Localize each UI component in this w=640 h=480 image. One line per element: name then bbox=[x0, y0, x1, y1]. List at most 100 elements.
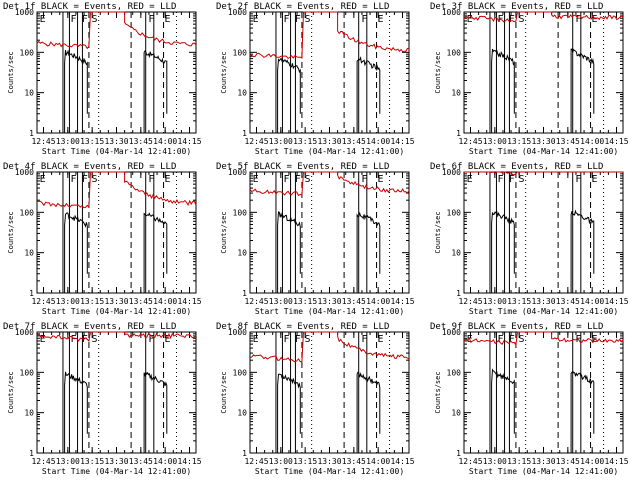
x-tick-label: 13:30 bbox=[317, 297, 341, 306]
x-tick-label: 12:45 bbox=[458, 297, 482, 306]
x-tick-label: 14:15 bbox=[604, 137, 628, 146]
lld-series-line bbox=[249, 331, 410, 363]
marker-label: S bbox=[519, 334, 525, 345]
lld-series-line bbox=[249, 171, 410, 197]
marker-label: S bbox=[92, 334, 98, 345]
x-tick-label: 13:15 bbox=[80, 137, 104, 146]
y-tick-label: 100 bbox=[233, 368, 248, 377]
events-series-line bbox=[356, 56, 381, 133]
x-axis-label: Start Time (04-Mar-14 12:41:00) bbox=[469, 147, 618, 156]
marker-label: F bbox=[361, 334, 367, 345]
y-tick-label: 100 bbox=[20, 208, 35, 217]
y-tick-label: 10 bbox=[451, 409, 461, 418]
panel-2: Det 2f BLACK = Events, RED = LLD 1 10 100 10… bbox=[216, 2, 415, 156]
x-tick-label: 13:30 bbox=[317, 137, 341, 146]
events-series-line bbox=[64, 212, 88, 293]
x-tick-label: 14:00 bbox=[580, 457, 604, 466]
y-tick-label: 100 bbox=[447, 208, 462, 217]
x-tick-label: 13:15 bbox=[80, 297, 104, 306]
y-tick-label: 1 bbox=[29, 129, 34, 138]
panel-7: Det 7f BLACK = Events, RED = LLD 1 10 100 10… bbox=[3, 322, 202, 476]
x-tick-label: 12:45 bbox=[31, 137, 55, 146]
x-tick-label: 13:15 bbox=[507, 297, 531, 306]
marker-label: F bbox=[283, 174, 289, 185]
x-tick-label: 13:45 bbox=[342, 297, 366, 306]
marker-label: E bbox=[592, 174, 598, 185]
x-tick-label: 13:15 bbox=[293, 297, 317, 306]
events-series-line bbox=[570, 48, 595, 133]
x-tick-label: 13:45 bbox=[556, 297, 580, 306]
lld-series-line bbox=[463, 331, 624, 347]
lld-series-line bbox=[36, 331, 197, 342]
y-tick-label: 1 bbox=[456, 289, 461, 298]
x-axis-label: Start Time (04-Mar-14 12:41:00) bbox=[255, 307, 404, 316]
panel-title: Det 2f BLACK = Events, RED = LLD bbox=[216, 2, 389, 12]
marker-label: F bbox=[82, 174, 88, 185]
events-series-line bbox=[277, 211, 301, 293]
marker-label: E bbox=[40, 334, 46, 345]
y-axis-label: Counts/sec bbox=[220, 51, 228, 93]
x-tick-label: 13:30 bbox=[317, 457, 341, 466]
plot-frame bbox=[463, 171, 624, 294]
x-tick-label: 13:00 bbox=[269, 297, 293, 306]
x-tick-label: 13:30 bbox=[531, 457, 555, 466]
panel-4: Det 4f BLACK = Events, RED = LLD 1 10 100 10… bbox=[3, 162, 202, 316]
y-axis-label: Counts/sec bbox=[7, 51, 15, 93]
x-tick-label: 12:45 bbox=[31, 457, 55, 466]
marker-label: S bbox=[519, 14, 525, 25]
y-tick-label: 1 bbox=[456, 449, 461, 458]
x-tick-label: 13:45 bbox=[342, 137, 366, 146]
y-tick-label: 1000 bbox=[15, 168, 34, 177]
plot-frame bbox=[36, 171, 197, 294]
y-tick-label: 1 bbox=[242, 289, 247, 298]
panel-8: Det 8f BLACK = Events, RED = LLD 1 10 100 10… bbox=[216, 322, 415, 476]
y-tick-label: 1000 bbox=[15, 328, 34, 337]
x-tick-label: 12:45 bbox=[31, 297, 55, 306]
x-tick-label: 14:15 bbox=[604, 297, 628, 306]
panel-title: Det 9f BLACK = Events, RED = LLD bbox=[430, 322, 603, 332]
x-tick-label: 14:00 bbox=[580, 137, 604, 146]
y-axis-label: Counts/sec bbox=[220, 371, 228, 413]
plot-frame bbox=[249, 11, 410, 134]
x-tick-label: 13:45 bbox=[129, 137, 153, 146]
y-tick-label: 100 bbox=[20, 48, 35, 57]
marker-label: F bbox=[148, 334, 154, 345]
events-series-line bbox=[64, 371, 88, 453]
marker-label: F bbox=[70, 14, 76, 25]
marker-label: F bbox=[70, 334, 76, 345]
y-tick-label: 10 bbox=[451, 89, 461, 98]
marker-label: S bbox=[305, 14, 311, 25]
plot-frame bbox=[36, 331, 197, 454]
x-tick-label: 13:45 bbox=[556, 457, 580, 466]
y-tick-label: 1000 bbox=[442, 328, 461, 337]
x-tick-label: 13:00 bbox=[483, 137, 507, 146]
y-axis-label: Counts/sec bbox=[434, 371, 442, 413]
marker-label: E bbox=[165, 174, 171, 185]
lld-series-line bbox=[37, 171, 197, 209]
marker-label: F bbox=[283, 14, 289, 25]
y-axis-label: Counts/sec bbox=[7, 371, 15, 413]
marker-label: F bbox=[148, 14, 154, 25]
marker-label: F bbox=[497, 174, 503, 185]
marker-label: S bbox=[305, 174, 311, 185]
y-tick-label: 10 bbox=[237, 89, 247, 98]
y-tick-label: 10 bbox=[237, 249, 247, 258]
y-axis-label: Counts/sec bbox=[220, 211, 228, 253]
y-tick-label: 1 bbox=[242, 129, 247, 138]
panel-5: Det 5f BLACK = Events, RED = LLD 1 10 100 10… bbox=[216, 162, 415, 316]
x-tick-label: 13:00 bbox=[56, 137, 80, 146]
marker-label: F bbox=[295, 14, 301, 25]
x-tick-label: 14:15 bbox=[390, 457, 414, 466]
y-tick-label: 10 bbox=[451, 249, 461, 258]
x-tick-label: 13:30 bbox=[104, 297, 128, 306]
marker-label: F bbox=[575, 14, 581, 25]
marker-label: F bbox=[361, 14, 367, 25]
panel-title: Det 1f BLACK = Events, RED = LLD bbox=[3, 2, 176, 12]
x-axis-label: Start Time (04-Mar-14 12:41:00) bbox=[42, 307, 191, 316]
x-tick-label: 14:15 bbox=[390, 297, 414, 306]
events-series-line bbox=[143, 50, 168, 133]
x-tick-label: 13:45 bbox=[129, 457, 153, 466]
x-tick-label: 13:45 bbox=[342, 457, 366, 466]
lld-series-line bbox=[464, 171, 623, 176]
y-tick-label: 10 bbox=[24, 249, 34, 258]
